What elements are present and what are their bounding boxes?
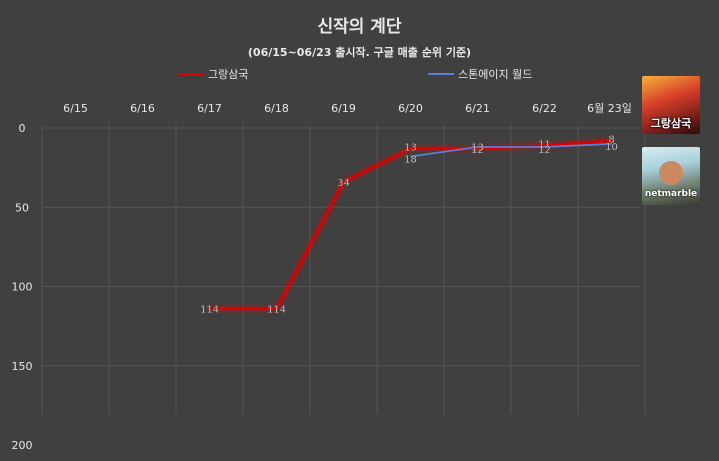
y-tick-label: 0 [19, 122, 26, 135]
series-line-1 [209, 139, 612, 310]
series-line-2 [410, 142, 612, 158]
legend-item-series-1: 그랑삼국 [178, 66, 248, 82]
netmarble-logo-text: netmarble [644, 189, 698, 199]
stone-age-world-icon: netmarble [642, 147, 700, 205]
data-label: 12 [471, 145, 484, 156]
legend-label-series-1: 그랑삼국 [208, 68, 249, 81]
data-label: 18 [404, 155, 417, 166]
data-label: 11 [538, 139, 551, 150]
x-tick-label: 6/21 [465, 102, 490, 115]
data-label: 10 [605, 142, 618, 153]
character-face [659, 161, 683, 185]
x-tick-label: 6월 23일 [587, 101, 632, 115]
x-tick-label: 6/19 [331, 102, 356, 115]
data-label: 13 [404, 143, 417, 154]
chart-title: 신작의 계단 [317, 17, 402, 37]
x-tick-label: 6/16 [130, 102, 155, 115]
data-label: 8 [608, 135, 614, 146]
x-tick-label: 6/22 [532, 102, 557, 115]
x-tick-label: 6/20 [398, 102, 423, 115]
legend-label-series-2: 스톤에이지 월드 [458, 68, 533, 81]
legend-item-series-2: 스톤에이지 월드 [428, 66, 532, 82]
legend-swatch-series-1 [178, 73, 204, 75]
data-label: 34 [337, 178, 350, 189]
data-label: 114 [200, 305, 219, 316]
y-tick-label: 200 [12, 439, 33, 452]
grand-samguk-icon: 그랑삼국 [642, 76, 700, 134]
x-tick-label: 6/17 [197, 102, 222, 115]
data-label: 13 [471, 143, 484, 154]
grand-samguk-logo-text: 그랑삼국 [650, 117, 692, 130]
y-tick-label: 150 [12, 360, 33, 373]
data-label: 114 [267, 305, 286, 316]
x-tick-label: 6/18 [264, 102, 289, 115]
data-label: 12 [538, 145, 551, 156]
chart-subtitle: (06/15~06/23 출시작. 구글 매출 순위 기준) [247, 46, 472, 59]
y-tick-label: 100 [12, 281, 33, 294]
x-tick-label: 6/15 [63, 102, 88, 115]
y-tick-label: 50 [15, 201, 29, 214]
legend-swatch-series-2 [428, 73, 454, 75]
